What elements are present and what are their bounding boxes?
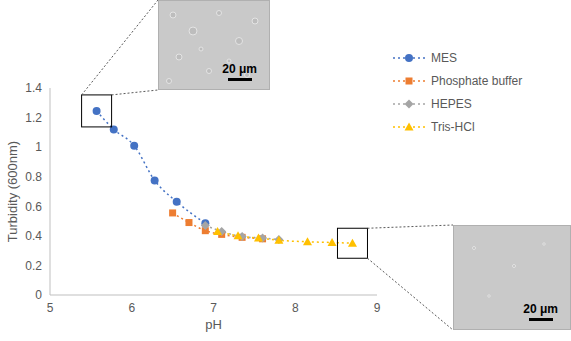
svg-text:pH: pH: [205, 317, 222, 332]
html-text:20 μm: 20 μm: [523, 302, 558, 316]
svg-text:8: 8: [292, 301, 299, 315]
svg-text:0: 0: [35, 288, 42, 302]
svg-text:9: 9: [374, 301, 381, 315]
html-text:HEPES: HEPES: [431, 96, 472, 111]
html-text:Phosphate buffer: Phosphate buffer: [431, 73, 523, 88]
svg-text:5: 5: [47, 301, 54, 315]
svg-text:0.8: 0.8: [25, 170, 42, 184]
svg-text:1: 1: [35, 140, 42, 154]
html-text:Tris-HCl: Tris-HCl: [431, 119, 475, 134]
html-text:MES: MES: [431, 50, 457, 65]
svg-text:0.6: 0.6: [25, 200, 42, 214]
svg-text:1.2: 1.2: [25, 111, 42, 125]
svg-text:1.4: 1.4: [25, 81, 42, 95]
html-text:20 μm: 20 μm: [222, 62, 257, 76]
svg-text:6: 6: [128, 301, 135, 315]
svg-text:0.2: 0.2: [25, 259, 42, 273]
svg-text:Turbidity (600nm): Turbidity (600nm): [8, 141, 20, 242]
svg-text:0.4: 0.4: [25, 229, 42, 243]
svg-text:7: 7: [210, 301, 217, 315]
